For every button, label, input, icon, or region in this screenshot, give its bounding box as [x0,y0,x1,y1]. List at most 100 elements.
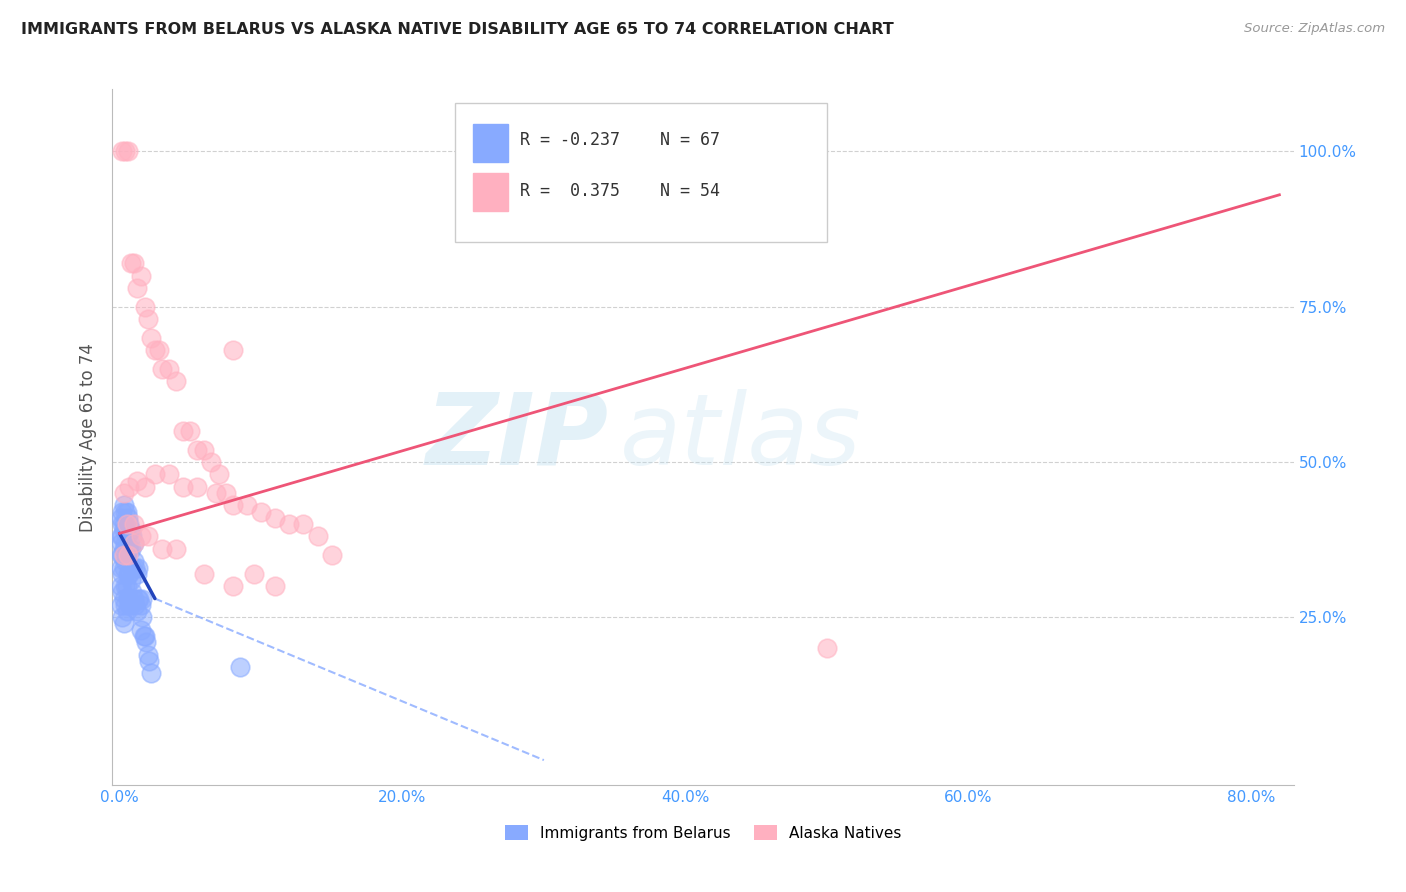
Point [111,516,134,531]
Point [150,541,173,556]
Point [118,541,141,556]
Point [118,566,141,581]
Text: Source: ZipAtlas.com: Source: ZipAtlas.com [1244,22,1385,36]
Point [186,480,208,494]
Point [121,529,143,543]
Point [122,516,145,531]
Point [110,529,132,543]
Point [112,616,135,631]
Point [114,535,136,549]
Point [110,535,132,549]
Legend: Immigrants from Belarus, Alaska Natives: Immigrants from Belarus, Alaska Natives [499,819,907,847]
Point [321,548,343,562]
Point [124,560,146,574]
Point [110,579,132,593]
Point [112,523,135,537]
Point [111,548,134,562]
Point [112,541,135,556]
Point [117,591,139,606]
Point [110,511,132,525]
Point [129,598,152,612]
Point [114,554,136,568]
FancyBboxPatch shape [456,103,827,243]
Point [118,598,141,612]
Point [139,666,162,681]
Point [207,467,229,482]
Point [136,312,159,326]
Point [112,560,135,574]
Point [122,535,145,549]
Point [112,591,135,606]
Point [111,145,134,159]
Point [138,654,160,668]
Point [127,560,149,574]
Point [243,566,266,581]
Bar [472,124,508,162]
Point [165,374,187,388]
Point [121,560,143,574]
Point [117,548,139,562]
Point [111,566,134,581]
Text: R = -0.237    N = 67: R = -0.237 N = 67 [520,131,720,149]
Point [186,442,208,457]
Point [114,145,136,159]
Text: ZIP: ZIP [426,389,609,485]
Point [148,343,170,357]
Point [122,535,145,549]
Point [222,579,245,593]
Point [110,598,132,612]
Point [127,591,149,606]
Point [135,635,157,649]
Point [115,604,138,618]
Point [125,566,148,581]
Point [118,516,141,531]
Point [250,505,273,519]
Point [264,511,287,525]
Point [120,523,142,537]
Point [114,598,136,612]
Point [150,361,173,376]
Point [115,548,138,562]
Point [136,648,159,662]
Point [115,516,138,531]
Point [172,480,194,494]
Point [236,499,259,513]
Point [121,585,143,599]
Point [136,529,159,543]
Point [112,516,135,531]
Point [264,579,287,593]
Point [120,573,142,587]
Point [214,486,236,500]
Bar [472,173,508,211]
Point [114,505,136,519]
Point [111,610,134,624]
Point [172,424,194,438]
Point [111,529,134,543]
Text: R =  0.375    N = 54: R = 0.375 N = 54 [520,183,720,201]
Point [125,474,148,488]
Point [278,516,301,531]
Point [134,629,156,643]
Point [200,455,222,469]
Point [111,505,134,519]
Point [112,499,135,513]
Point [115,529,138,543]
Point [115,579,138,593]
Point [120,541,142,556]
Point [124,598,146,612]
Point [134,480,156,494]
Point [115,505,138,519]
Point [134,300,156,314]
Point [193,566,215,581]
Point [122,591,145,606]
Point [204,486,226,500]
Text: atlas: atlas [620,389,862,485]
Point [129,623,152,637]
Point [120,256,142,270]
Point [139,331,162,345]
Y-axis label: Disability Age 65 to 74: Disability Age 65 to 74 [79,343,97,532]
Point [165,541,187,556]
Point [122,256,145,270]
Point [114,579,136,593]
Point [110,548,132,562]
